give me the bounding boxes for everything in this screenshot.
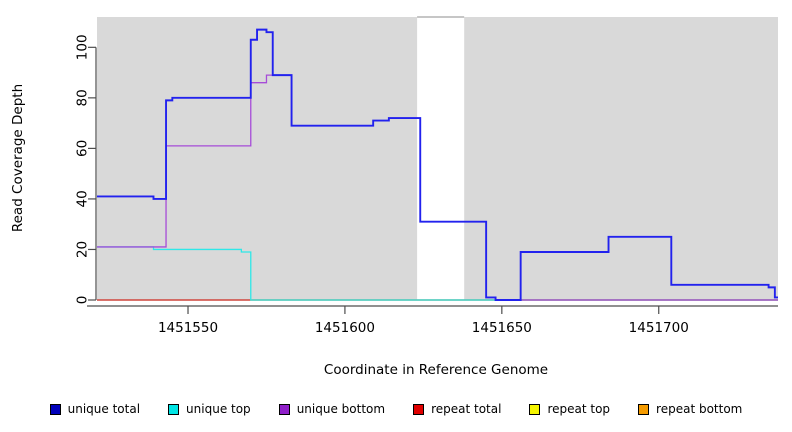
- y-tick-label: 80: [75, 89, 91, 106]
- legend-label: unique top: [186, 402, 251, 416]
- chart-legend: unique total unique top unique bottom repea…: [0, 396, 792, 422]
- legend-item-unique-top[interactable]: unique top: [168, 402, 251, 416]
- legend-swatch-icon: [413, 403, 425, 415]
- legend-item-unique-bottom[interactable]: unique bottom: [278, 402, 386, 416]
- legend-swatch-icon: [638, 403, 650, 415]
- series-group: [97, 28, 778, 301]
- legend-item-unique-total[interactable]: unique total: [49, 402, 141, 416]
- legend-swatch-icon: [49, 403, 61, 415]
- x-tick-label: 1451550: [158, 320, 218, 336]
- y-tick-label: 40: [75, 190, 91, 207]
- x-tick-label: 1451600: [315, 320, 375, 336]
- legend-swatch-icon: [278, 403, 290, 415]
- legend-swatch-icon: [529, 403, 541, 415]
- legend-item-repeat-bottom[interactable]: repeat bottom: [638, 402, 742, 416]
- legend-label: repeat bottom: [656, 402, 743, 416]
- x-axis-title: Coordinate in Reference Genome: [324, 362, 548, 378]
- y-axis-title: Read Coverage Depth: [10, 84, 26, 232]
- y-tick-label: 60: [75, 140, 91, 157]
- series-line-unique-total: [97, 28, 778, 301]
- legend-label: repeat top: [547, 402, 611, 416]
- y-tick-label: 20: [75, 241, 91, 258]
- x-tick-label: 1451700: [629, 320, 689, 336]
- legend-item-repeat-total[interactable]: repeat total: [413, 402, 501, 416]
- legend-label: unique total: [67, 402, 141, 416]
- x-axis-ticks: 1451550 1451600 1451650 1451700: [158, 306, 689, 336]
- legend-label: repeat total: [431, 402, 502, 416]
- coverage-plot: 0 20 40 60 80 100 1451550 1451600 1451650 145170…: [10, 16, 778, 378]
- axis-lines: [87, 47, 778, 307]
- legend-swatch-icon: [168, 403, 180, 415]
- y-tick-label: 100: [75, 34, 91, 60]
- plot-background: [97, 16, 778, 300]
- x-tick-label: 1451650: [472, 320, 532, 336]
- legend-label: unique bottom: [296, 402, 386, 416]
- y-tick-label: 0: [75, 296, 91, 305]
- y-axis-ticks: 0 20 40 60 80 100: [75, 34, 96, 305]
- legend-item-repeat-top[interactable]: repeat top: [529, 402, 610, 416]
